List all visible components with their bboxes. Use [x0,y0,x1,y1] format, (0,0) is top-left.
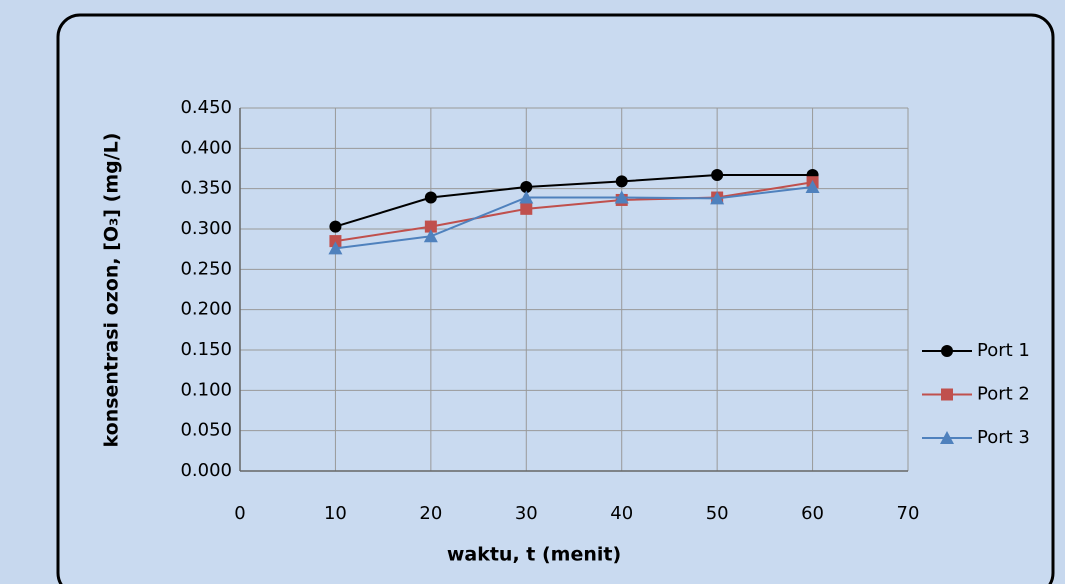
y-tick-label: 0.200 [180,299,232,320]
marker [711,168,724,181]
y-tick-label: 0.450 [180,97,232,118]
x-tick-label: 10 [324,503,347,524]
x-tick-label: 50 [706,503,729,524]
marker [805,180,820,194]
marker [941,345,953,357]
y-tick-label: 0.000 [180,460,232,481]
marker [329,235,342,248]
marker [424,220,437,233]
marker [615,175,628,188]
marker [941,388,953,401]
legend-label: Port 3 [977,427,1030,448]
legend-label: Port 2 [977,384,1030,405]
x-tick-label: 30 [515,503,538,524]
legend-label: Port 1 [977,340,1030,361]
y-tick-label: 0.400 [180,137,232,158]
series-line [335,186,813,250]
x-tick-label: 0 [234,503,245,524]
marker [940,431,954,444]
series-line [335,181,813,243]
x-tick-label: 70 [897,503,920,524]
y-tick-label: 0.150 [180,339,232,360]
marker [519,190,534,204]
x-tick-label: 60 [801,503,824,524]
marker [520,181,533,194]
y-tick-label: 0.350 [180,178,232,199]
x-axis-title: waktu, t (menit) [447,544,621,566]
marker [520,202,533,215]
chart-frame [56,13,1055,584]
marker [423,229,438,243]
y-tick-label: 0.050 [180,420,232,441]
marker [424,191,437,204]
marker [328,241,343,255]
y-axis-title: konsentrasi ozon, [O₃] (mg/L) [101,133,123,448]
y-tick-label: 0.100 [180,379,232,400]
x-tick-label: 20 [419,503,442,524]
y-tick-label: 0.300 [180,218,232,239]
series-line [335,173,813,228]
y-tick-label: 0.250 [180,258,232,279]
marker [710,191,725,205]
x-tick-label: 40 [610,503,633,524]
marker [614,190,629,204]
marker [329,220,342,233]
